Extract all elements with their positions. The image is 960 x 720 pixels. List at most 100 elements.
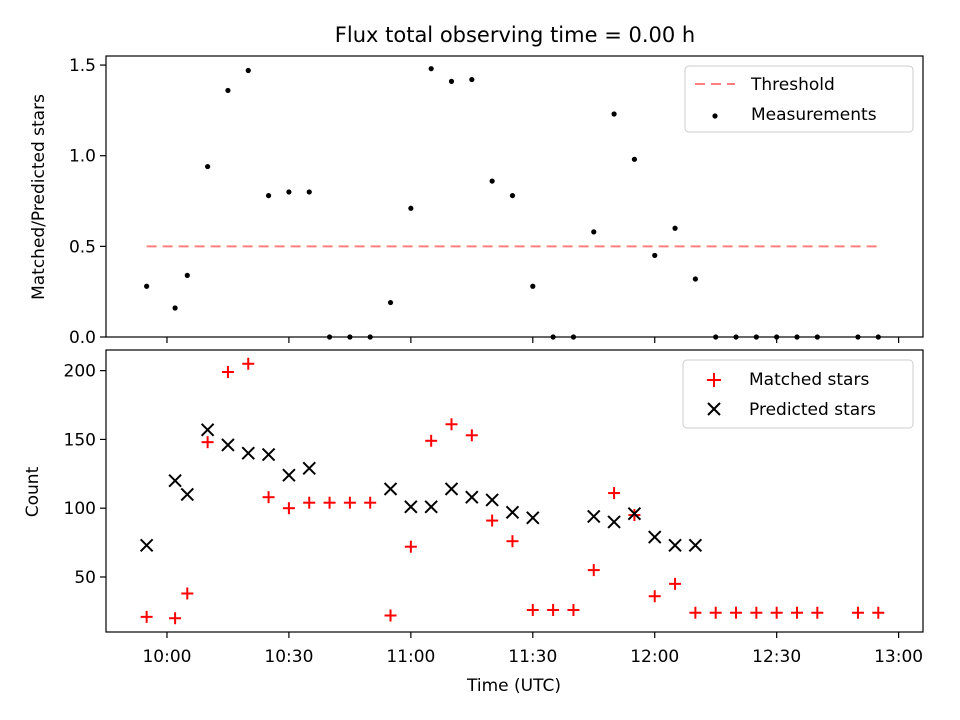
measurement-point (611, 111, 617, 117)
measurement-point (448, 78, 455, 84)
matched-star-point (486, 514, 499, 527)
top-panel-frame (105, 55, 924, 338)
matched-star-point (811, 606, 824, 619)
predicted-star-point (200, 423, 215, 437)
predicted-star-point (526, 511, 540, 525)
legend-predicted-swatch (707, 402, 721, 416)
predicted-star-point (648, 530, 662, 544)
measurement-point (428, 66, 434, 72)
measurement-point (172, 305, 178, 311)
top-y-tick-label: 1.5 (69, 56, 96, 76)
measurement-points (144, 66, 881, 340)
matched-star-point (384, 609, 397, 622)
matched-star-point (404, 540, 417, 553)
legend-matched-swatch (707, 373, 721, 387)
measurement-point (692, 276, 698, 282)
matched-star-point (608, 487, 621, 500)
top-axis-ticks: 0.0 0.5 1.0 1.5 (69, 56, 900, 348)
predicted-star-point (607, 515, 621, 529)
bottom-y-axis-label: Count (23, 466, 43, 517)
top-panel: 0.0 0.5 1.0 1.5 Matched/Predicted stars Thr… (29, 55, 924, 348)
matched-star-point (282, 502, 295, 515)
bottom-y-tick-label: 100 (64, 499, 96, 519)
matched-star-point (465, 429, 478, 442)
x-axis-label: Time (UTC) (466, 676, 561, 696)
predicted-star-point (465, 490, 479, 504)
matched-star-point (547, 603, 560, 616)
matched-star-point (790, 606, 803, 619)
bottom-y-tick-label: 200 (64, 362, 96, 382)
x-tick-label: 10:00 (142, 647, 191, 667)
bottom-axis-ticks: 50 100 150 200 10:00 10:30 11:00 11:30 12:00 12:3… (64, 362, 924, 667)
matched-star-point (750, 606, 763, 619)
measurement-point (672, 225, 678, 231)
predicted-star-point (139, 538, 154, 553)
measurement-point (387, 299, 394, 306)
predicted-star-point (485, 493, 499, 507)
matched-star-point (669, 577, 682, 590)
chart-title: Flux total observing time = 0.00 h (335, 23, 695, 47)
matched-star-point (445, 418, 458, 431)
legend-measurements-swatch (712, 113, 718, 119)
bottom-panel-frame (105, 349, 924, 633)
top-y-axis-label: Matched/Predicted stars (29, 94, 49, 300)
measurement-point (631, 156, 638, 162)
predicted-star-point (668, 538, 682, 553)
matched-star-point (689, 606, 702, 619)
bottom-y-tick-label: 150 (64, 430, 96, 450)
matched-star-point (506, 535, 519, 548)
x-tick-label: 13:00 (874, 647, 923, 667)
matched-star-point (730, 606, 743, 619)
matched-star-point (201, 436, 214, 449)
measurement-point (408, 205, 414, 211)
predicted-star-point (505, 505, 520, 520)
legend-threshold-label: Threshold (750, 75, 835, 95)
top-legend-box (684, 65, 914, 133)
matched-star-point (169, 612, 182, 625)
x-tick-label: 12:00 (630, 647, 679, 667)
matched-star-point (323, 496, 336, 509)
bottom-legend: Matched stars Predicted stars (682, 359, 914, 429)
predicted-star-point (688, 538, 703, 553)
legend-predicted-label: Predicted stars (749, 400, 876, 420)
predicted-star-point (180, 487, 195, 502)
top-legend: Threshold Measurements (684, 65, 914, 133)
top-y-tick-label: 0.0 (69, 328, 96, 348)
measurement-point (286, 189, 292, 195)
measurement-point (265, 192, 272, 199)
x-tick-label: 11:00 (386, 647, 435, 667)
matched-star-point (526, 603, 539, 616)
predicted-star-point (404, 500, 418, 514)
predicted-star-point (444, 482, 459, 496)
predicted-star-point (302, 461, 316, 476)
measurement-point (144, 283, 150, 289)
x-tick-label: 11:30 (508, 647, 557, 667)
predicted-star-point (424, 500, 438, 514)
measurement-point (530, 283, 536, 289)
x-tick-label: 10:30 (264, 647, 313, 667)
predicted-star-point (168, 473, 182, 488)
predicted-star-point (221, 438, 235, 452)
matched-star-point (425, 434, 438, 447)
predicted-star-point (383, 482, 398, 496)
legend-measurements-label: Measurements (751, 105, 877, 125)
matched-star-point (709, 606, 722, 619)
measurement-point (205, 163, 211, 170)
matched-star-point (587, 564, 600, 577)
measurement-point (652, 252, 658, 259)
matched-star-point (567, 603, 580, 616)
measurement-point (245, 67, 251, 74)
bottom-y-tick-label: 50 (74, 568, 96, 588)
top-y-tick-label: 0.5 (69, 237, 96, 257)
predicted-star-point (282, 468, 296, 482)
matched-star-point (140, 610, 153, 623)
predicted-star-point (241, 446, 255, 460)
matched-star-point (181, 587, 194, 600)
measurement-point (225, 87, 231, 94)
x-tick-label: 12:30 (752, 647, 801, 667)
matched-star-point (770, 606, 783, 619)
measurement-point (469, 76, 475, 83)
matched-star-point (648, 590, 661, 603)
matched-star-point (262, 491, 275, 504)
matched-star-point (242, 357, 255, 370)
